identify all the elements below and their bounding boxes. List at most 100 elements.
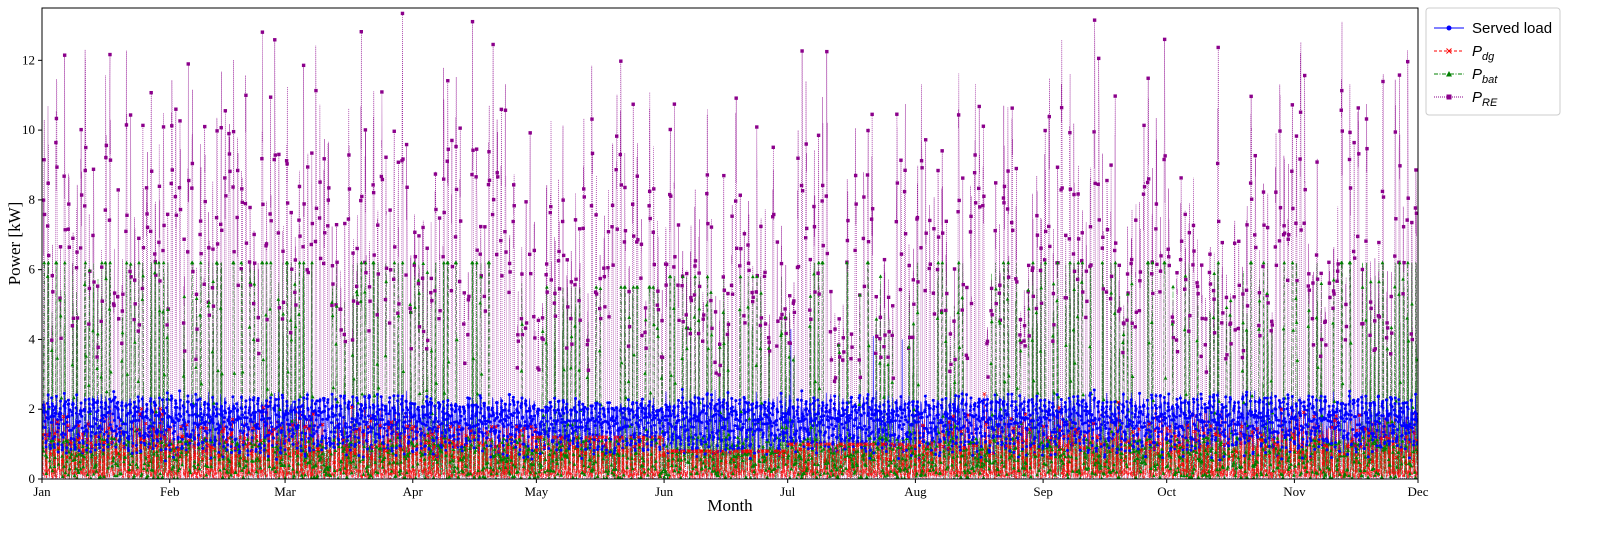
served-load-point	[454, 408, 458, 412]
served-load-point	[559, 448, 563, 452]
served-load-point	[497, 450, 501, 454]
p-bat-point	[340, 445, 345, 449]
served-load-point	[230, 435, 234, 439]
p-re-point	[730, 214, 734, 218]
p-re-point	[1249, 197, 1254, 201]
marker-group	[42, 11, 1418, 479]
p-re-point	[260, 30, 265, 34]
p-bat-point	[938, 471, 943, 475]
p-re-point	[442, 210, 446, 215]
p-bat-point	[946, 442, 951, 446]
p-bat-point	[170, 467, 174, 471]
served-load-point	[593, 424, 597, 428]
p-re-point	[371, 183, 375, 187]
p-bat-point	[809, 425, 813, 430]
p-bat-point	[494, 476, 498, 479]
served-load-point	[713, 404, 717, 408]
served-load-point	[717, 409, 721, 413]
served-load-point	[203, 429, 207, 433]
served-load-point	[536, 412, 540, 416]
p-re-point	[729, 283, 734, 288]
served-load-point	[381, 418, 385, 422]
p-bat-point	[1014, 445, 1018, 450]
p-bat-point	[455, 337, 459, 342]
p-bat-point	[276, 297, 281, 301]
p-bat-point	[1239, 464, 1244, 469]
p-bat-point	[999, 454, 1004, 459]
p-bat-point	[896, 445, 901, 449]
p-re-point	[1171, 320, 1175, 324]
p-bat-point	[582, 463, 586, 467]
served-load-point	[60, 448, 64, 452]
served-load-point	[161, 398, 165, 402]
served-load-point	[120, 401, 124, 405]
p-bat-point	[1067, 459, 1072, 464]
p-re-point	[1097, 218, 1101, 222]
p-bat-point	[100, 260, 104, 265]
p-re-point	[305, 268, 309, 272]
p-bat-point	[565, 455, 570, 459]
p-re-point	[986, 375, 990, 379]
served-load-point	[415, 420, 419, 424]
p-re-point	[593, 290, 598, 294]
p-bat-point	[1395, 465, 1399, 469]
p-bat-point	[677, 450, 682, 454]
served-load-point	[238, 429, 242, 433]
p-bat-point	[1240, 368, 1245, 373]
p-bat-point	[572, 462, 577, 466]
served-load-point	[74, 406, 78, 410]
served-load-point	[145, 407, 149, 411]
served-load-point	[148, 418, 152, 422]
served-load-point	[505, 453, 509, 457]
p-bat-point	[45, 455, 49, 459]
p-re-point	[1042, 258, 1047, 262]
served-load-point	[497, 439, 501, 443]
p-bat-point	[172, 457, 177, 461]
p-bat-point	[1291, 328, 1296, 332]
p-bat-point	[1247, 456, 1252, 460]
p-bat-point	[984, 458, 989, 463]
served-load-point	[281, 396, 285, 400]
p-re-point	[1389, 294, 1393, 299]
p-re-point	[746, 243, 750, 247]
p-re-point	[108, 158, 113, 162]
p-bat-point	[1285, 458, 1290, 463]
p-re-point	[504, 250, 508, 254]
p-bat-point	[1086, 466, 1091, 470]
p-bat-point	[723, 475, 728, 479]
p-bat-point	[720, 451, 725, 456]
served-load-point	[457, 432, 461, 436]
served-load-point	[211, 421, 215, 425]
served-load-point	[169, 394, 173, 398]
served-load-point	[295, 446, 299, 450]
served-load-point	[494, 428, 498, 432]
served-load-point	[649, 425, 653, 429]
served-load-point	[178, 406, 182, 410]
p-bat-point	[974, 436, 978, 441]
served-load-point	[56, 450, 60, 454]
served-load-point	[452, 433, 456, 437]
served-load-point	[418, 427, 422, 431]
served-load-point	[487, 413, 491, 417]
served-load-point	[202, 403, 206, 407]
p-re-point	[252, 261, 257, 265]
p-bat-point	[562, 367, 566, 372]
p-re-point	[1015, 280, 1019, 284]
p-bat-point	[295, 469, 299, 474]
p-re-point	[289, 330, 293, 335]
p-re-point	[136, 329, 140, 333]
p-bat-point	[1000, 460, 1004, 464]
p-re-point	[833, 327, 837, 331]
p-bat-point	[1365, 462, 1370, 467]
p-re-point	[598, 306, 602, 311]
p-re-point	[149, 169, 154, 173]
p-bat-point	[1231, 461, 1236, 465]
p-bat-point	[359, 260, 364, 265]
served-load-point	[330, 392, 334, 396]
p-re-point	[692, 293, 697, 297]
served-load-point	[670, 425, 674, 429]
served-load-point	[226, 443, 230, 447]
p-re-point	[879, 355, 883, 360]
served-load-point	[661, 424, 665, 428]
